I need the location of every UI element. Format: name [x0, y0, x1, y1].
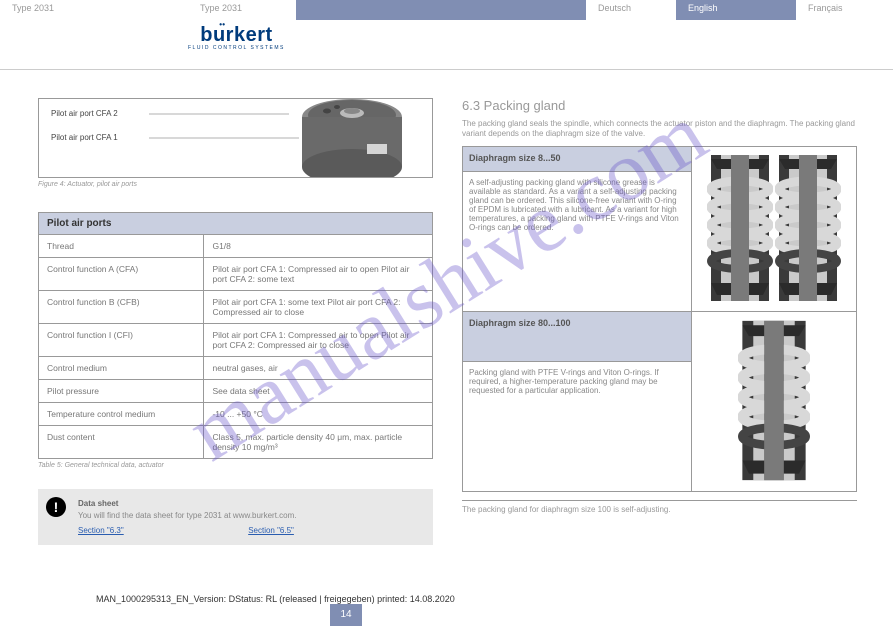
specs-key: Control function I (CFI) [39, 324, 204, 357]
figure-caption: Figure 4: Actuator, pilot air ports [38, 181, 433, 188]
info-note: ! Data sheet You will find the data shee… [38, 489, 433, 545]
brand-logo: • • burkert FLUID CONTROL SYSTEMS [188, 24, 285, 51]
divider-top [0, 69, 893, 70]
specs-row: Control mediumneutral gases, air [39, 357, 433, 380]
tab-type-left[interactable]: Type 2031 [0, 0, 188, 20]
specs-row: ThreadG1/8 [39, 235, 433, 258]
packing-gland-b [775, 153, 841, 303]
specs-key: Pilot pressure [39, 380, 204, 403]
logo-brand: burkert [200, 24, 272, 46]
divider-right [462, 500, 857, 501]
tab-lang-en[interactable]: English [676, 0, 796, 20]
section-intro: The packing gland seals the spindle, whi… [462, 119, 857, 140]
link-section-a[interactable]: Section "6.3" [78, 526, 124, 535]
packing-gland-a [707, 153, 773, 303]
specs-row: Temperature control medium-10 ... +50 °C [39, 403, 433, 426]
specs-key: Temperature control medium [39, 403, 204, 426]
specs-table: Pilot air ports ThreadG1/8Control functi… [38, 212, 433, 459]
specs-row: Pilot pressureSee data sheet [39, 380, 433, 403]
link-section-b[interactable]: Section "6.5" [248, 526, 294, 535]
row2-header: Diaphragm size 80...100 [463, 311, 692, 361]
specs-row: Control function I (CFI)Pilot air port C… [39, 324, 433, 357]
specs-key: Control medium [39, 357, 204, 380]
specs-key: Thread [39, 235, 204, 258]
actuator-figure: Pilot air port CFA 2 Pilot air port CFA … [38, 98, 433, 178]
left-column: Pilot air port CFA 2 Pilot air port CFA … [38, 98, 433, 545]
specs-val: Pilot air port CFA 1: some text Pilot ai… [204, 291, 433, 324]
specs-val: -10 ... +50 °C [204, 403, 433, 426]
specs-key: Dust content [39, 426, 204, 459]
top-tabs: Type 2031 Type 2031 Deutsch English Fran… [0, 0, 891, 20]
info-icon: ! [46, 497, 66, 517]
tab-type-mid[interactable]: Type 2031 [188, 0, 296, 20]
specs-val: See data sheet [204, 380, 433, 403]
specs-val: G1/8 [204, 235, 433, 258]
row1-header: Diaphragm size 8...50 [463, 146, 692, 171]
actuator-render [292, 98, 412, 178]
note-line1: Data sheet [78, 499, 421, 508]
page-number: 14 [330, 604, 362, 626]
footer-meta: MAN_1000295313_EN_Version: DStatus: RL (… [96, 594, 455, 604]
specs-header: Pilot air ports [39, 213, 433, 235]
note-line2: You will find the data sheet for type 20… [78, 511, 421, 520]
packing-gland-c [738, 318, 810, 483]
specs-row: Control function B (CFB)Pilot air port C… [39, 291, 433, 324]
specs-val: neutral gases, air [204, 357, 433, 380]
tab-lang-fr[interactable]: Français [796, 0, 891, 20]
right-column: 6.3 Packing gland The packing gland seal… [462, 98, 857, 521]
tab-lang-de[interactable]: Deutsch [586, 0, 676, 20]
specs-val: Pilot air port CFA 1: Compressed air to … [204, 324, 433, 357]
specs-val: Class 5, max. particle density 40 μm, ma… [204, 426, 433, 459]
specs-key: Control function A (CFA) [39, 258, 204, 291]
packing-footnote: The packing gland for diaphragm size 100… [462, 505, 857, 515]
packing-table: Diaphragm size 8...50 A self-adjusting p… [462, 146, 857, 492]
row2-text: Packing gland with PTFE V-rings and Vito… [463, 361, 692, 491]
tab-section[interactable] [296, 0, 586, 20]
specs-val: Pilot air port CFA 1: Compressed air to … [204, 258, 433, 291]
specs-row: Dust contentClass 5, max. particle densi… [39, 426, 433, 459]
specs-key: Control function B (CFB) [39, 291, 204, 324]
table-caption: Table 5: General technical data, actuato… [38, 462, 433, 469]
specs-row: Control function A (CFA)Pilot air port C… [39, 258, 433, 291]
section-heading: 6.3 Packing gland [462, 98, 857, 113]
row1-text: A self-adjusting packing gland with sili… [463, 171, 692, 311]
